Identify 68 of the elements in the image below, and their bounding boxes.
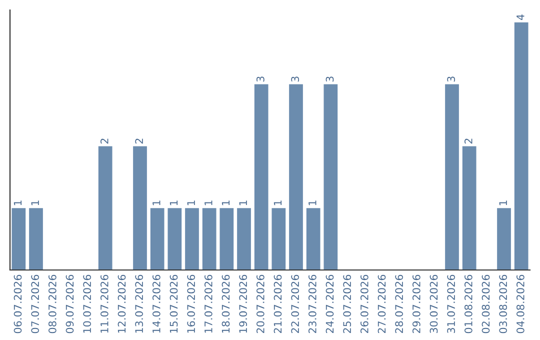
x-tick-label: 16.07.2026: [187, 274, 196, 333]
data-label: 1: [152, 200, 160, 206]
x-tick-label: 11.07.2026: [100, 274, 108, 333]
x-tick-label: 29.07.2026: [412, 274, 420, 334]
bar: [202, 208, 216, 270]
data-label: 3: [447, 76, 456, 82]
x-tick-label: 07.07.2026: [31, 274, 40, 334]
x-tick-label: 20.07.2026: [256, 274, 264, 334]
x-tick-label: 26.07.2026: [360, 274, 368, 334]
x-tick-label: 14.07.2026: [152, 274, 160, 333]
bar: [445, 84, 459, 270]
bar: [12, 208, 26, 270]
x-tick-label: 02.08.2026: [482, 274, 490, 334]
data-label: 1: [274, 200, 282, 206]
x-tick-label: 19.07.2026: [239, 274, 248, 333]
bar: [497, 208, 511, 270]
data-label: 4: [516, 14, 524, 20]
x-tick-label: 08.07.2026: [48, 274, 56, 334]
x-tick-label: 28.07.2026: [395, 274, 404, 334]
data-label: 1: [204, 200, 212, 206]
x-tick-label: 13.07.2026: [135, 274, 144, 333]
x-tick-label: 15.07.2026: [170, 274, 178, 333]
data-label: 1: [239, 200, 247, 206]
x-tick-label: 25.07.2026: [343, 274, 352, 334]
data-label: 1: [31, 200, 39, 206]
x-tick-label: 18.07.2026: [222, 274, 230, 333]
bar: [289, 84, 303, 270]
bar: [29, 208, 43, 270]
bar: [168, 208, 182, 270]
x-tick-label: 01.08.2026: [464, 274, 472, 334]
data-label: 1: [308, 200, 316, 206]
bar: [220, 208, 234, 270]
data-label: 3: [291, 76, 300, 82]
bar: [272, 208, 286, 270]
x-tick-label: 21.07.2026: [274, 274, 282, 334]
x-tick-label: 31.07.2026: [447, 274, 456, 334]
data-label: 1: [222, 200, 230, 206]
bar: [237, 208, 251, 270]
x-tick-label: 17.07.2026: [204, 274, 212, 333]
x-tick-label: 10.07.2026: [83, 274, 92, 333]
x-tick-label: 30.07.2026: [430, 274, 438, 334]
x-tick-label: 27.07.2026: [378, 274, 386, 334]
x-tick-label: 04.08.2026: [516, 274, 524, 334]
x-tick-label: 09.07.2026: [66, 274, 74, 334]
data-label: 3: [326, 76, 334, 82]
data-label: 3: [256, 76, 264, 82]
bar: [150, 208, 164, 270]
bar: [133, 146, 147, 270]
data-label: 2: [100, 138, 108, 144]
data-label: 2: [135, 138, 143, 144]
bar: [185, 208, 199, 270]
x-tick-label: 23.07.2026: [308, 274, 316, 334]
x-tick-label: 06.07.2026: [14, 274, 22, 334]
bar: [254, 84, 268, 270]
x-tick-label: 12.07.2026: [118, 274, 126, 333]
x-tick-label: 03.08.2026: [499, 274, 508, 334]
bar: [514, 22, 528, 270]
data-label: 1: [499, 200, 507, 206]
bar: [306, 208, 320, 270]
bar: [98, 146, 112, 270]
data-label: 1: [170, 200, 178, 206]
data-label: 1: [14, 200, 22, 206]
bar: [462, 146, 476, 270]
data-label: 2: [464, 138, 472, 144]
data-label: 1: [187, 200, 195, 206]
x-tick-label: 24.07.2026: [326, 274, 334, 334]
bar: [324, 84, 338, 270]
x-tick-label: 22.07.2026: [291, 274, 300, 334]
